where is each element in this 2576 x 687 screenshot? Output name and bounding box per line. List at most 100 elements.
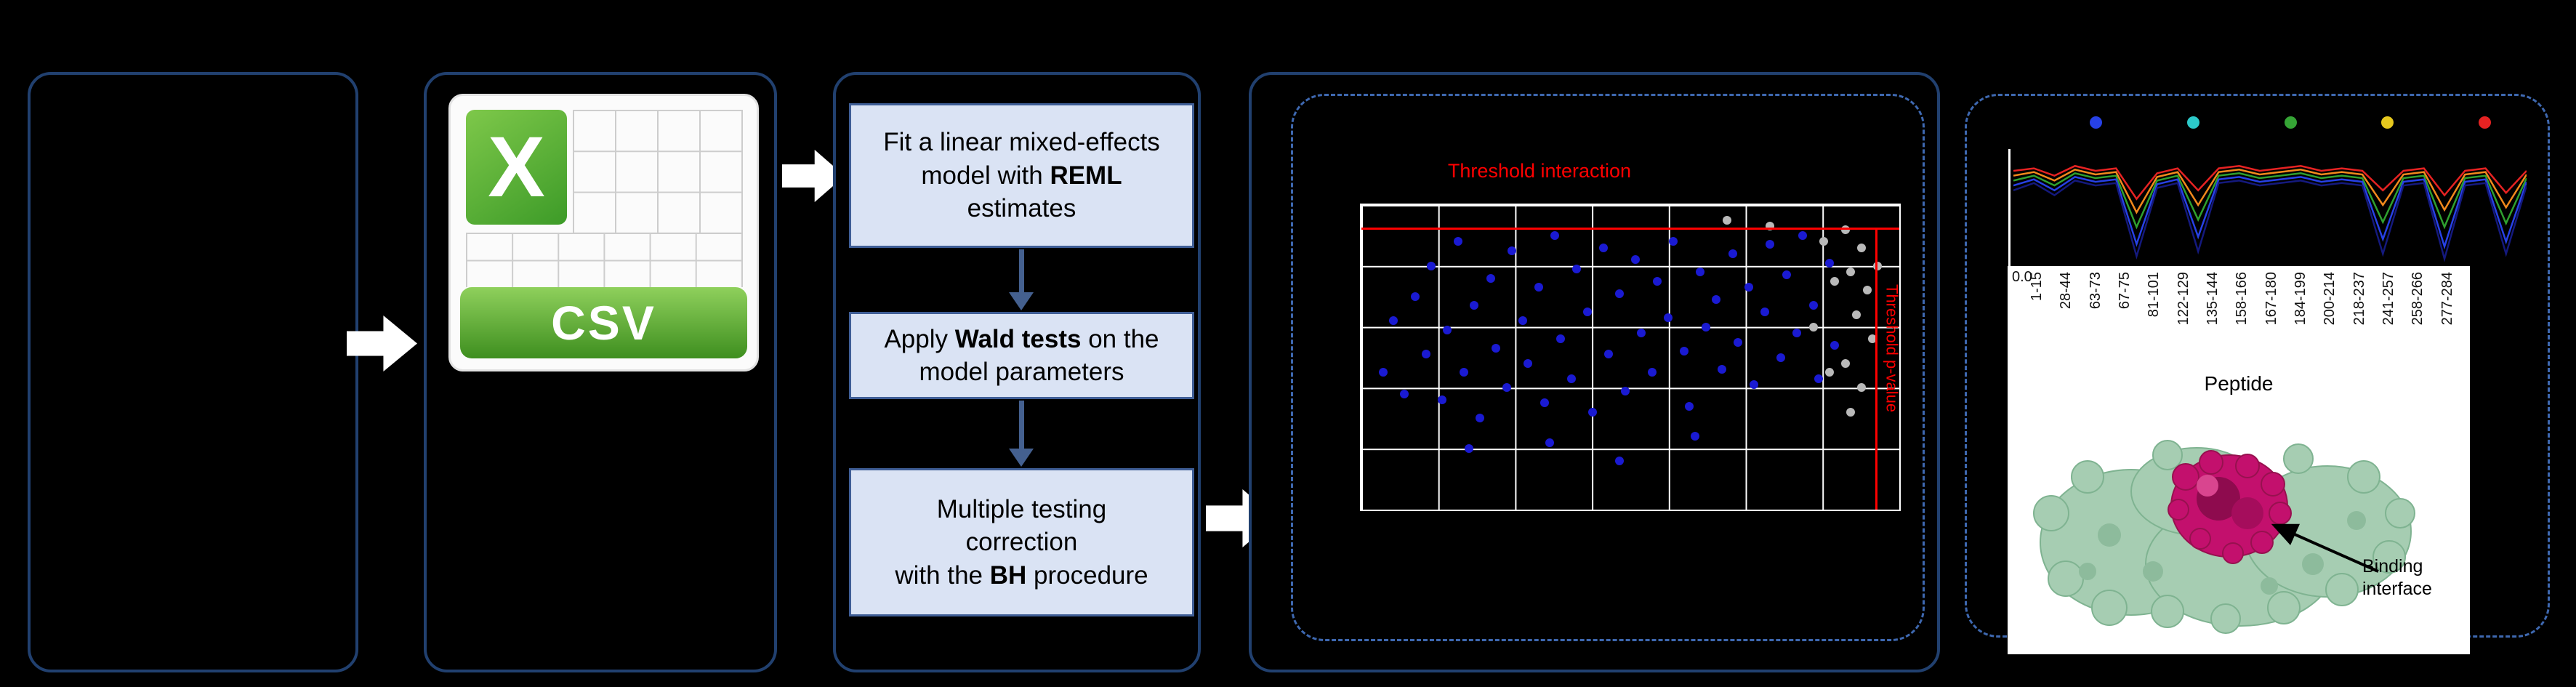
blue-point xyxy=(1620,386,1630,395)
x-tick-row: 1-15 28-44 63-73 67-75 81-101 122-129 135-144 1… xyxy=(2029,272,2455,361)
blue-point xyxy=(1685,401,1694,411)
uptake-series-navy xyxy=(2013,180,2527,259)
step-multiple-testing-text: Multiple testing correction with the BH … xyxy=(895,494,1148,590)
uptake-series-blue xyxy=(2013,177,2527,246)
blue-point xyxy=(1492,343,1500,353)
y-axis-tick: 0.0 xyxy=(2012,269,2032,285)
blue-point xyxy=(1475,414,1484,423)
binding-interface-label: Binding interface xyxy=(2362,556,2432,600)
threshold-pvalue-label: Threshold p-value xyxy=(1883,284,1901,413)
blue-point xyxy=(1459,368,1468,377)
blue-point xyxy=(1717,365,1726,374)
blue-point xyxy=(1545,438,1554,447)
blue-point xyxy=(1814,374,1823,383)
x-tick-label: 63-73 xyxy=(2087,272,2104,310)
panel-input xyxy=(28,72,358,672)
blue-point xyxy=(1604,350,1614,359)
blue-point xyxy=(1438,395,1446,405)
blue-point xyxy=(1696,268,1705,277)
gray-point xyxy=(1857,383,1867,393)
csv-sheet: X CSV xyxy=(448,94,759,371)
x-tick-label: 28-44 xyxy=(2058,272,2074,310)
blue-point xyxy=(1701,322,1710,332)
threshold-line-horizontal xyxy=(1361,228,1899,230)
peptide-figure: 0.0 1-15 28-44 63-73 67-75 81-101 122-129 135-… xyxy=(2008,266,2470,654)
gray-point xyxy=(1841,358,1850,368)
spreadsheet-grid xyxy=(573,109,743,233)
blue-point xyxy=(1508,246,1517,255)
blue-point xyxy=(1728,249,1737,259)
uptake-series-green xyxy=(2013,173,2527,227)
x-tick-label: 81-101 xyxy=(2146,272,2162,318)
blue-point xyxy=(1427,261,1436,270)
protein-structure xyxy=(2033,440,2415,634)
blue-point xyxy=(1782,270,1791,280)
condition-dot xyxy=(2090,116,2102,129)
blue-point xyxy=(1486,273,1495,283)
blue-point xyxy=(1502,383,1511,393)
excel-x-logo: X xyxy=(466,109,567,225)
blue-point xyxy=(1798,230,1807,240)
blue-point xyxy=(1824,258,1834,268)
blue-point xyxy=(1550,230,1560,240)
step-wald-tests-text: Apply Wald tests on the model parameters xyxy=(884,324,1159,387)
results-dashed-frame xyxy=(1291,94,1925,641)
blue-point xyxy=(1830,340,1840,350)
condition-dot xyxy=(2479,116,2491,129)
blue-point xyxy=(1582,307,1592,316)
blue-point xyxy=(1712,294,1721,304)
gray-point xyxy=(1846,268,1856,277)
blue-point xyxy=(1524,358,1533,368)
step-multiple-testing: Multiple testing correction with the BH … xyxy=(849,468,1194,616)
blue-point xyxy=(1776,353,1786,362)
blue-point xyxy=(1734,337,1742,347)
binding-interface-arrow xyxy=(2271,523,2379,573)
x-tick-label: 241-257 xyxy=(2380,272,2397,326)
blue-point xyxy=(1572,264,1581,273)
arrow-head xyxy=(1009,449,1034,467)
x-tick-label: 200-214 xyxy=(2322,272,2338,326)
condition-legend xyxy=(2090,116,2491,129)
binding-site-shading xyxy=(2197,475,2263,529)
blue-point xyxy=(1744,283,1753,292)
blue-point xyxy=(1631,255,1641,265)
arrow-head xyxy=(1009,292,1034,310)
blue-point xyxy=(1539,398,1549,408)
gray-point xyxy=(1819,237,1829,246)
blue-point xyxy=(1766,240,1775,249)
flow-arrow-down-2 xyxy=(1007,401,1036,467)
y-axis xyxy=(2008,149,2011,267)
scatter-points-layer xyxy=(1361,205,1899,510)
blue-point xyxy=(1518,316,1527,326)
step-fit-model-text: Fit a linear mixed-effects model with RE… xyxy=(883,128,1160,223)
blue-point xyxy=(1750,380,1759,390)
step-wald-tests: Apply Wald tests on the model parameters xyxy=(849,312,1194,399)
csv-banner-label: CSV xyxy=(459,287,748,358)
uptake-series-red xyxy=(2013,166,2527,198)
blue-point xyxy=(1690,432,1699,441)
condition-dot xyxy=(2381,116,2394,129)
blue-point xyxy=(1421,350,1430,359)
blue-point xyxy=(1470,301,1479,310)
threshold-line-vertical xyxy=(1875,228,1877,510)
blue-point xyxy=(1615,456,1625,465)
gray-point xyxy=(1808,322,1818,332)
gray-point xyxy=(1824,368,1834,377)
condition-dot xyxy=(2284,116,2297,129)
spreadsheet-grid xyxy=(466,233,743,288)
blue-point xyxy=(1808,301,1818,310)
condition-dot xyxy=(2186,116,2199,129)
blue-point xyxy=(1615,289,1625,298)
x-tick-label: 167-180 xyxy=(2263,272,2279,326)
csv-file-icon: X CSV xyxy=(448,94,759,371)
blue-point xyxy=(1465,444,1473,454)
gray-point xyxy=(1830,276,1840,286)
gray-point xyxy=(1857,243,1867,252)
blue-point xyxy=(1389,316,1398,326)
x-tick-label: 258-266 xyxy=(2410,272,2426,326)
blue-point xyxy=(1680,347,1689,356)
x-tick-label: 67-75 xyxy=(2117,272,2133,310)
x-tick-label: 184-199 xyxy=(2293,272,2309,326)
blue-point xyxy=(1534,283,1544,292)
